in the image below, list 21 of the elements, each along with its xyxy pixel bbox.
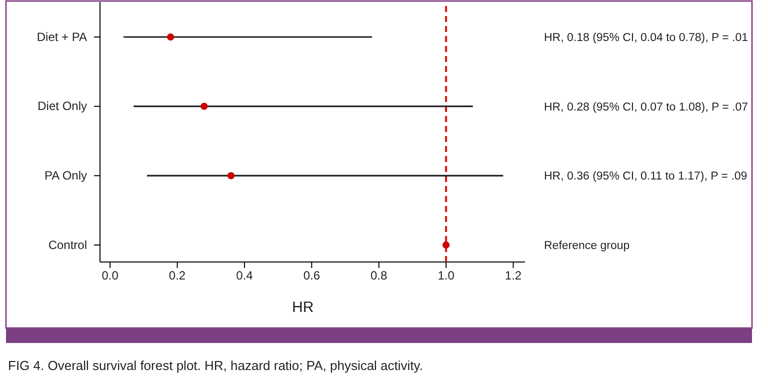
y-tick-label: Control [48, 238, 87, 252]
text: HR, 0.18 (95% CI, 0.04 to 0.78), P = .01 [544, 32, 748, 44]
point [227, 172, 235, 180]
x-tick-label: 1.2 [504, 268, 522, 283]
text: HR, 0.36 (95% CI, 0.11 to 1.17), P = .09 [544, 170, 748, 183]
x-tick-label: 1.0 [438, 268, 455, 283]
point [200, 102, 208, 110]
text: Reference group [544, 240, 630, 252]
point [442, 241, 450, 249]
x-tick-label: 0.6 [303, 268, 320, 283]
x-tick-label: 0.8 [370, 268, 388, 283]
x-tick-label: 0.2 [168, 268, 186, 283]
text: HR, 0.28 (95% CI, 0.07 to 1.08), P = .07 [544, 101, 748, 114]
x-tick-label: 0.0 [102, 268, 119, 283]
x-axis-title: HR [292, 299, 314, 316]
caption: FIG 4. Overall survival forest plot. HR, hazard ratio; PA, physical activity. [8, 358, 423, 373]
y-tick-label: Diet + PA [36, 30, 87, 44]
x-tick-label: 0.4 [236, 268, 254, 283]
point [166, 33, 174, 41]
y-tick-label: PA Only [44, 168, 87, 183]
y-tick-label: Diet Only [38, 99, 87, 114]
